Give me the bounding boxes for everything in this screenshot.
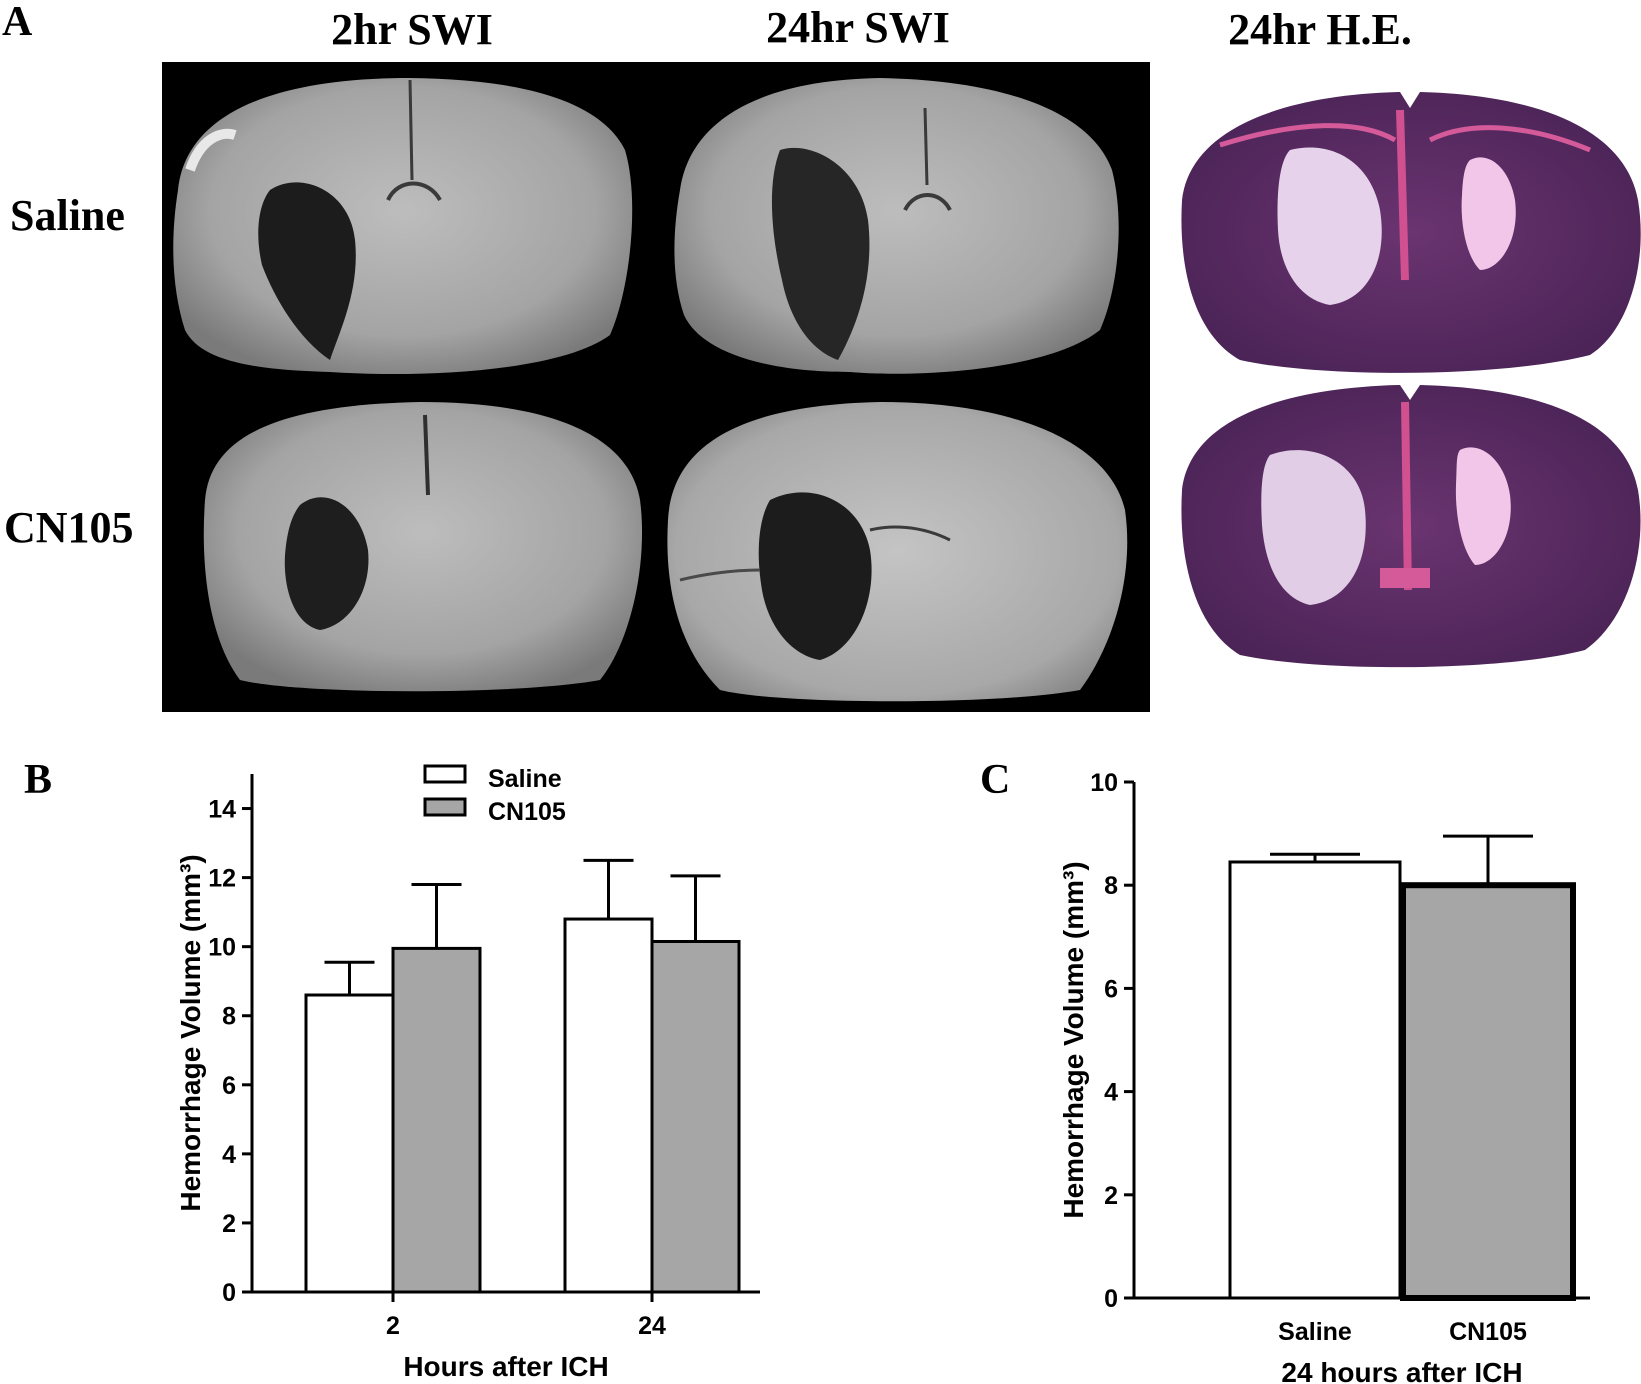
y-tick-label: 0 bbox=[222, 1279, 236, 1307]
y-tick-label: 8 bbox=[222, 1003, 236, 1031]
legend-swatch-cn105 bbox=[423, 797, 467, 817]
y-tick-label: 14 bbox=[208, 796, 236, 824]
row-label-cn105: CN105 bbox=[4, 503, 134, 552]
x-tick-label: CN105 bbox=[1449, 1318, 1527, 1346]
panel-c-letter: C bbox=[980, 757, 1011, 803]
y-axis-label: Hemorrhage Volume (mm³) bbox=[1058, 861, 1089, 1218]
he-stain-cn105 bbox=[1181, 385, 1641, 668]
legend-label-cn105: CN105 bbox=[488, 798, 566, 826]
y-tick-label: 12 bbox=[208, 865, 236, 893]
y-tick-label: 2 bbox=[1104, 1182, 1118, 1210]
panel-b-letter: B bbox=[24, 757, 53, 803]
x-tick-label: 24 bbox=[638, 1312, 666, 1340]
column-title-24hr-he: 24hr H.E. bbox=[1228, 5, 1412, 54]
bar-cn105-24 bbox=[650, 939, 741, 1294]
y-tick-label: 10 bbox=[1090, 769, 1118, 797]
bar-cn105 bbox=[1400, 882, 1576, 1301]
x-axis-label: 24 hours after ICH bbox=[1281, 1357, 1522, 1384]
y-axis-label: Hemorrhage Volume (mm³) bbox=[175, 854, 206, 1211]
y-tick-label: 6 bbox=[222, 1072, 236, 1100]
panel-a-letter: A bbox=[2, 0, 33, 45]
bar-saline bbox=[1228, 860, 1402, 1300]
column-title-24hr-swi: 24hr SWI bbox=[766, 3, 950, 52]
y-tick-label: 4 bbox=[222, 1141, 236, 1169]
x-tick-label: 2 bbox=[386, 1312, 400, 1340]
row-label-saline: Saline bbox=[10, 191, 125, 240]
y-tick-label: 4 bbox=[1104, 1079, 1118, 1107]
mri-2hr-saline bbox=[173, 78, 633, 375]
bar-saline-2 bbox=[304, 993, 395, 1294]
y-tick-label: 8 bbox=[1104, 872, 1118, 900]
y-tick-label: 2 bbox=[222, 1210, 236, 1238]
legend-label-saline: Saline bbox=[488, 765, 562, 793]
y-tick-label: 6 bbox=[1104, 975, 1118, 1003]
mri-24hr-saline bbox=[674, 78, 1119, 374]
mri-24hr-cn105 bbox=[667, 402, 1128, 702]
x-tick-label: Saline bbox=[1278, 1318, 1352, 1346]
mri-2hr-cn105 bbox=[203, 402, 643, 692]
column-title-2hr-swi: 2hr SWI bbox=[331, 5, 493, 54]
y-tick-label: 10 bbox=[208, 934, 236, 962]
brain-image-grid bbox=[162, 62, 1641, 712]
legend-swatch-saline bbox=[423, 764, 467, 784]
bar-cn105-2 bbox=[391, 946, 482, 1294]
bar-saline-24 bbox=[563, 917, 654, 1294]
y-tick-label: 0 bbox=[1104, 1285, 1118, 1313]
he-stain-saline bbox=[1181, 92, 1641, 373]
x-axis-label: Hours after ICH bbox=[403, 1351, 608, 1382]
